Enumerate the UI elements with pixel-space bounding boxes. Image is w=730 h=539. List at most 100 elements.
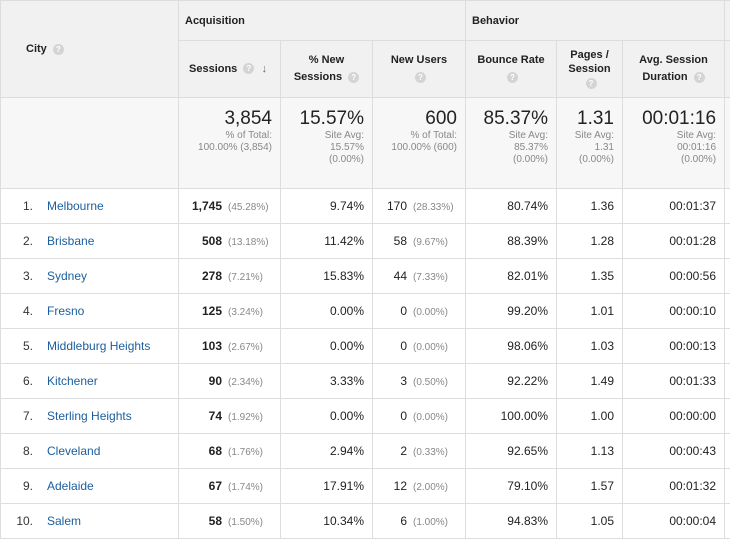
sessions-cell: 58 (1.50%) <box>178 503 281 539</box>
new-users-cell: 3 (0.50%) <box>372 363 466 399</box>
new-users-percent: (28.33%) <box>413 202 454 213</box>
sessions-column-header[interactable]: Sessions ? ↓ <box>178 40 281 98</box>
bounce-rate-cell: 80.74% <box>465 188 557 224</box>
bounce-rate-cell: 100.00% <box>465 398 557 434</box>
row-edge-cell <box>724 188 730 224</box>
city-cell: 1. Melbourne <box>0 188 179 224</box>
sessions-value: 508 <box>201 234 222 248</box>
totals-sessions: 3,854 % of Total: 100.00% (3,854) <box>178 97 281 189</box>
sessions-percent: (13.18%) <box>228 237 269 248</box>
help-icon[interactable]: ? <box>52 43 64 55</box>
sessions-cell: 278 (7.21%) <box>178 258 281 294</box>
new-users-value: 0 <box>400 339 407 353</box>
pct-new-sessions-cell: 15.83% <box>280 258 373 294</box>
help-icon[interactable]: ? <box>585 77 597 89</box>
sessions-cell: 67 (1.74%) <box>178 468 281 504</box>
avg-duration-cell: 00:01:32 <box>621 468 726 504</box>
totals-bounce-value: 85.37% <box>483 108 548 129</box>
city-link[interactable]: Cleveland <box>47 444 101 458</box>
city-column-header[interactable]: City ? <box>0 0 179 98</box>
city-link[interactable]: Fresno <box>47 304 85 318</box>
city-cell: 4. Fresno <box>0 293 179 329</box>
acquisition-group-header: Acquisition <box>178 0 466 41</box>
new-users-percent: (0.00%) <box>413 342 449 353</box>
city-link[interactable]: Middleburg Heights <box>47 339 151 353</box>
totals-duration-delta: (0.00%) <box>681 154 717 165</box>
city-link[interactable]: Salem <box>47 514 82 528</box>
sessions-cell: 68 (1.76%) <box>178 433 281 469</box>
city-link[interactable]: Melbourne <box>47 199 104 213</box>
sessions-value: 58 <box>208 514 222 528</box>
avg-duration-cell: 00:00:13 <box>621 328 726 364</box>
bounce-rate-cell: 82.01% <box>465 258 557 294</box>
avg-duration-cell: 00:00:56 <box>621 258 726 294</box>
new-users-value: 3 <box>400 374 407 388</box>
new-users-percent: (7.33%) <box>413 272 449 283</box>
pct-new-sessions-cell: 17.91% <box>280 468 373 504</box>
new-users-value: 6 <box>400 514 407 528</box>
city-link[interactable]: Sterling Heights <box>47 409 132 423</box>
pct-new-sessions-header-label: % New Sessions <box>293 54 345 83</box>
avg-duration-cell: 00:01:28 <box>621 223 726 259</box>
row-number: 1. <box>22 199 33 213</box>
table-row: 4. Fresno 125 (3.24%) 0.00% 0 (0.00%) 99.20… <box>0 293 730 329</box>
avg-session-duration-column-header[interactable]: Avg. Session Duration ? <box>621 40 726 98</box>
row-edge-cell <box>724 503 730 539</box>
row-number: 6. <box>22 374 33 388</box>
sessions-cell: 103 (2.67%) <box>178 328 281 364</box>
sessions-cell: 74 (1.92%) <box>178 398 281 434</box>
avg-duration-cell: 00:00:00 <box>621 398 726 434</box>
sessions-value: 67 <box>208 479 222 493</box>
totals-row: 3,854 % of Total: 100.00% (3,854) 15.57%… <box>0 97 730 189</box>
city-link[interactable]: Kitchener <box>47 374 98 388</box>
help-icon[interactable]: ? <box>507 71 518 83</box>
pct-new-sessions-cell: 0.00% <box>280 328 373 364</box>
new-users-column-header[interactable]: New Users ? <box>372 40 466 98</box>
totals-bounce-delta: (0.00%) <box>512 154 548 165</box>
pages-session-column-header[interactable]: Pages / Session ? <box>556 40 623 98</box>
new-users-cell: 170 (28.33%) <box>372 188 466 224</box>
new-users-cell: 2 (0.33%) <box>372 433 466 469</box>
city-cell: 7. Sterling Heights <box>0 398 179 434</box>
new-users-percent: (1.00%) <box>413 517 449 528</box>
sessions-value: 125 <box>201 304 222 318</box>
table-row: 5. Middleburg Heights 103 (2.67%) 0.00% 0 (… <box>0 328 730 364</box>
city-link[interactable]: Brisbane <box>47 234 95 248</box>
pages-session-cell: 1.00 <box>556 398 623 434</box>
row-number: 4. <box>22 304 33 318</box>
sessions-value: 278 <box>201 269 222 283</box>
new-users-value: 0 <box>400 304 407 318</box>
help-icon[interactable]: ? <box>243 63 255 75</box>
help-icon[interactable]: ? <box>693 71 705 83</box>
avg-duration-cell: 00:00:43 <box>621 433 726 469</box>
totals-bounce: 85.37% Site Avg: 85.37% (0.00%) <box>465 97 557 189</box>
row-number: 9. <box>22 479 33 493</box>
pages-session-cell: 1.13 <box>556 433 623 469</box>
new-users-percent: (2.00%) <box>413 482 449 493</box>
city-link[interactable]: Adelaide <box>47 479 94 493</box>
row-number: 8. <box>22 444 33 458</box>
help-icon[interactable]: ? <box>415 71 426 83</box>
sessions-cell: 508 (13.18%) <box>178 223 281 259</box>
sessions-percent: (1.76%) <box>228 447 264 458</box>
sessions-header-label: Sessions <box>189 62 238 75</box>
totals-duration: 00:01:16 Site Avg: 00:01:16 (0.00%) <box>621 97 726 189</box>
sort-descending-icon[interactable]: ↓ <box>261 62 267 75</box>
totals-bounce-caption: Site Avg: <box>508 130 548 141</box>
new-users-cell: 12 (2.00%) <box>372 468 466 504</box>
sessions-percent: (45.28%) <box>228 202 269 213</box>
city-link[interactable]: Sydney <box>47 269 88 283</box>
bounce-rate-column-header[interactable]: Bounce Rate ? <box>465 40 557 98</box>
new-users-value: 58 <box>393 234 407 248</box>
row-edge-cell <box>724 433 730 469</box>
sessions-percent: (1.50%) <box>228 517 264 528</box>
pct-new-sessions-column-header[interactable]: % New Sessions ? <box>280 40 373 98</box>
row-edge-cell <box>724 468 730 504</box>
new-users-value: 2 <box>400 444 407 458</box>
pages-session-header-label: Pages / Session <box>568 49 611 75</box>
help-icon[interactable]: ? <box>348 71 360 83</box>
pages-session-cell: 1.03 <box>556 328 623 364</box>
avg-duration-cell: 00:01:33 <box>621 363 726 399</box>
totals-duration-caption: Site Avg: <box>676 130 717 141</box>
